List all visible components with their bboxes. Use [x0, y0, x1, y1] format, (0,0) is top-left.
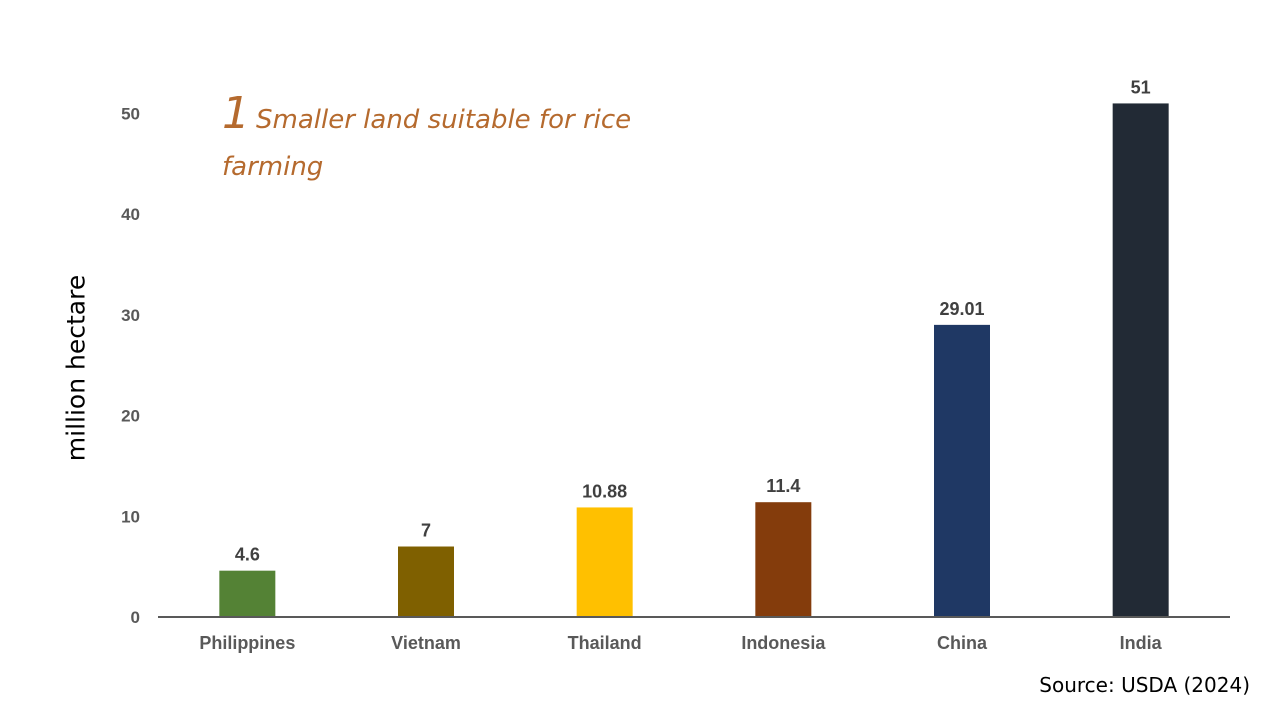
x-axis-ticks: Philippines Vietnam Thailand Indonesia China…: [199, 633, 1162, 653]
bar-thailand: [576, 507, 633, 617]
y-axis-label: million hectare: [61, 274, 91, 462]
value-label-india: 51: [1131, 77, 1151, 97]
value-labels: 4.6 7 10.88 11.4 29.01 51: [235, 77, 1151, 564]
x-tick-label-china: China: [937, 633, 988, 653]
y-tick-label: 30: [121, 306, 140, 325]
x-tick-label-thailand: Thailand: [568, 633, 642, 653]
slide-heading: 1 Smaller land suitable for rice farming: [222, 92, 642, 192]
x-tick-label-vietnam: Vietnam: [391, 633, 461, 653]
y-axis-ticks: 0 10 20 30 40 50: [121, 105, 140, 628]
value-label-china: 29.01: [939, 299, 984, 319]
y-tick-label: 0: [131, 608, 140, 627]
heading-number: 1: [222, 88, 250, 139]
y-tick-label: 50: [121, 105, 140, 124]
bar-indonesia: [755, 502, 812, 617]
bar-vietnam: [398, 546, 454, 617]
value-label-thailand: 10.88: [582, 481, 627, 501]
heading-text: Smaller land suitable for rice farming: [222, 105, 632, 182]
bars: [219, 103, 1169, 618]
value-label-philippines: 4.6: [235, 545, 260, 565]
bar-philippines: [219, 570, 276, 617]
y-tick-label: 10: [121, 507, 140, 526]
x-tick-label-indonesia: Indonesia: [741, 633, 826, 653]
y-tick-label: 20: [121, 407, 140, 426]
value-label-vietnam: 7: [421, 521, 431, 541]
value-label-indonesia: 11.4: [766, 476, 800, 496]
x-tick-label-philippines: Philippines: [199, 633, 295, 653]
bar-china: [934, 324, 990, 617]
bar-india: [1112, 103, 1169, 618]
y-tick-label: 40: [121, 205, 140, 224]
x-tick-label-india: India: [1120, 633, 1163, 653]
source-note: Source: USDA (2024): [1039, 673, 1250, 697]
